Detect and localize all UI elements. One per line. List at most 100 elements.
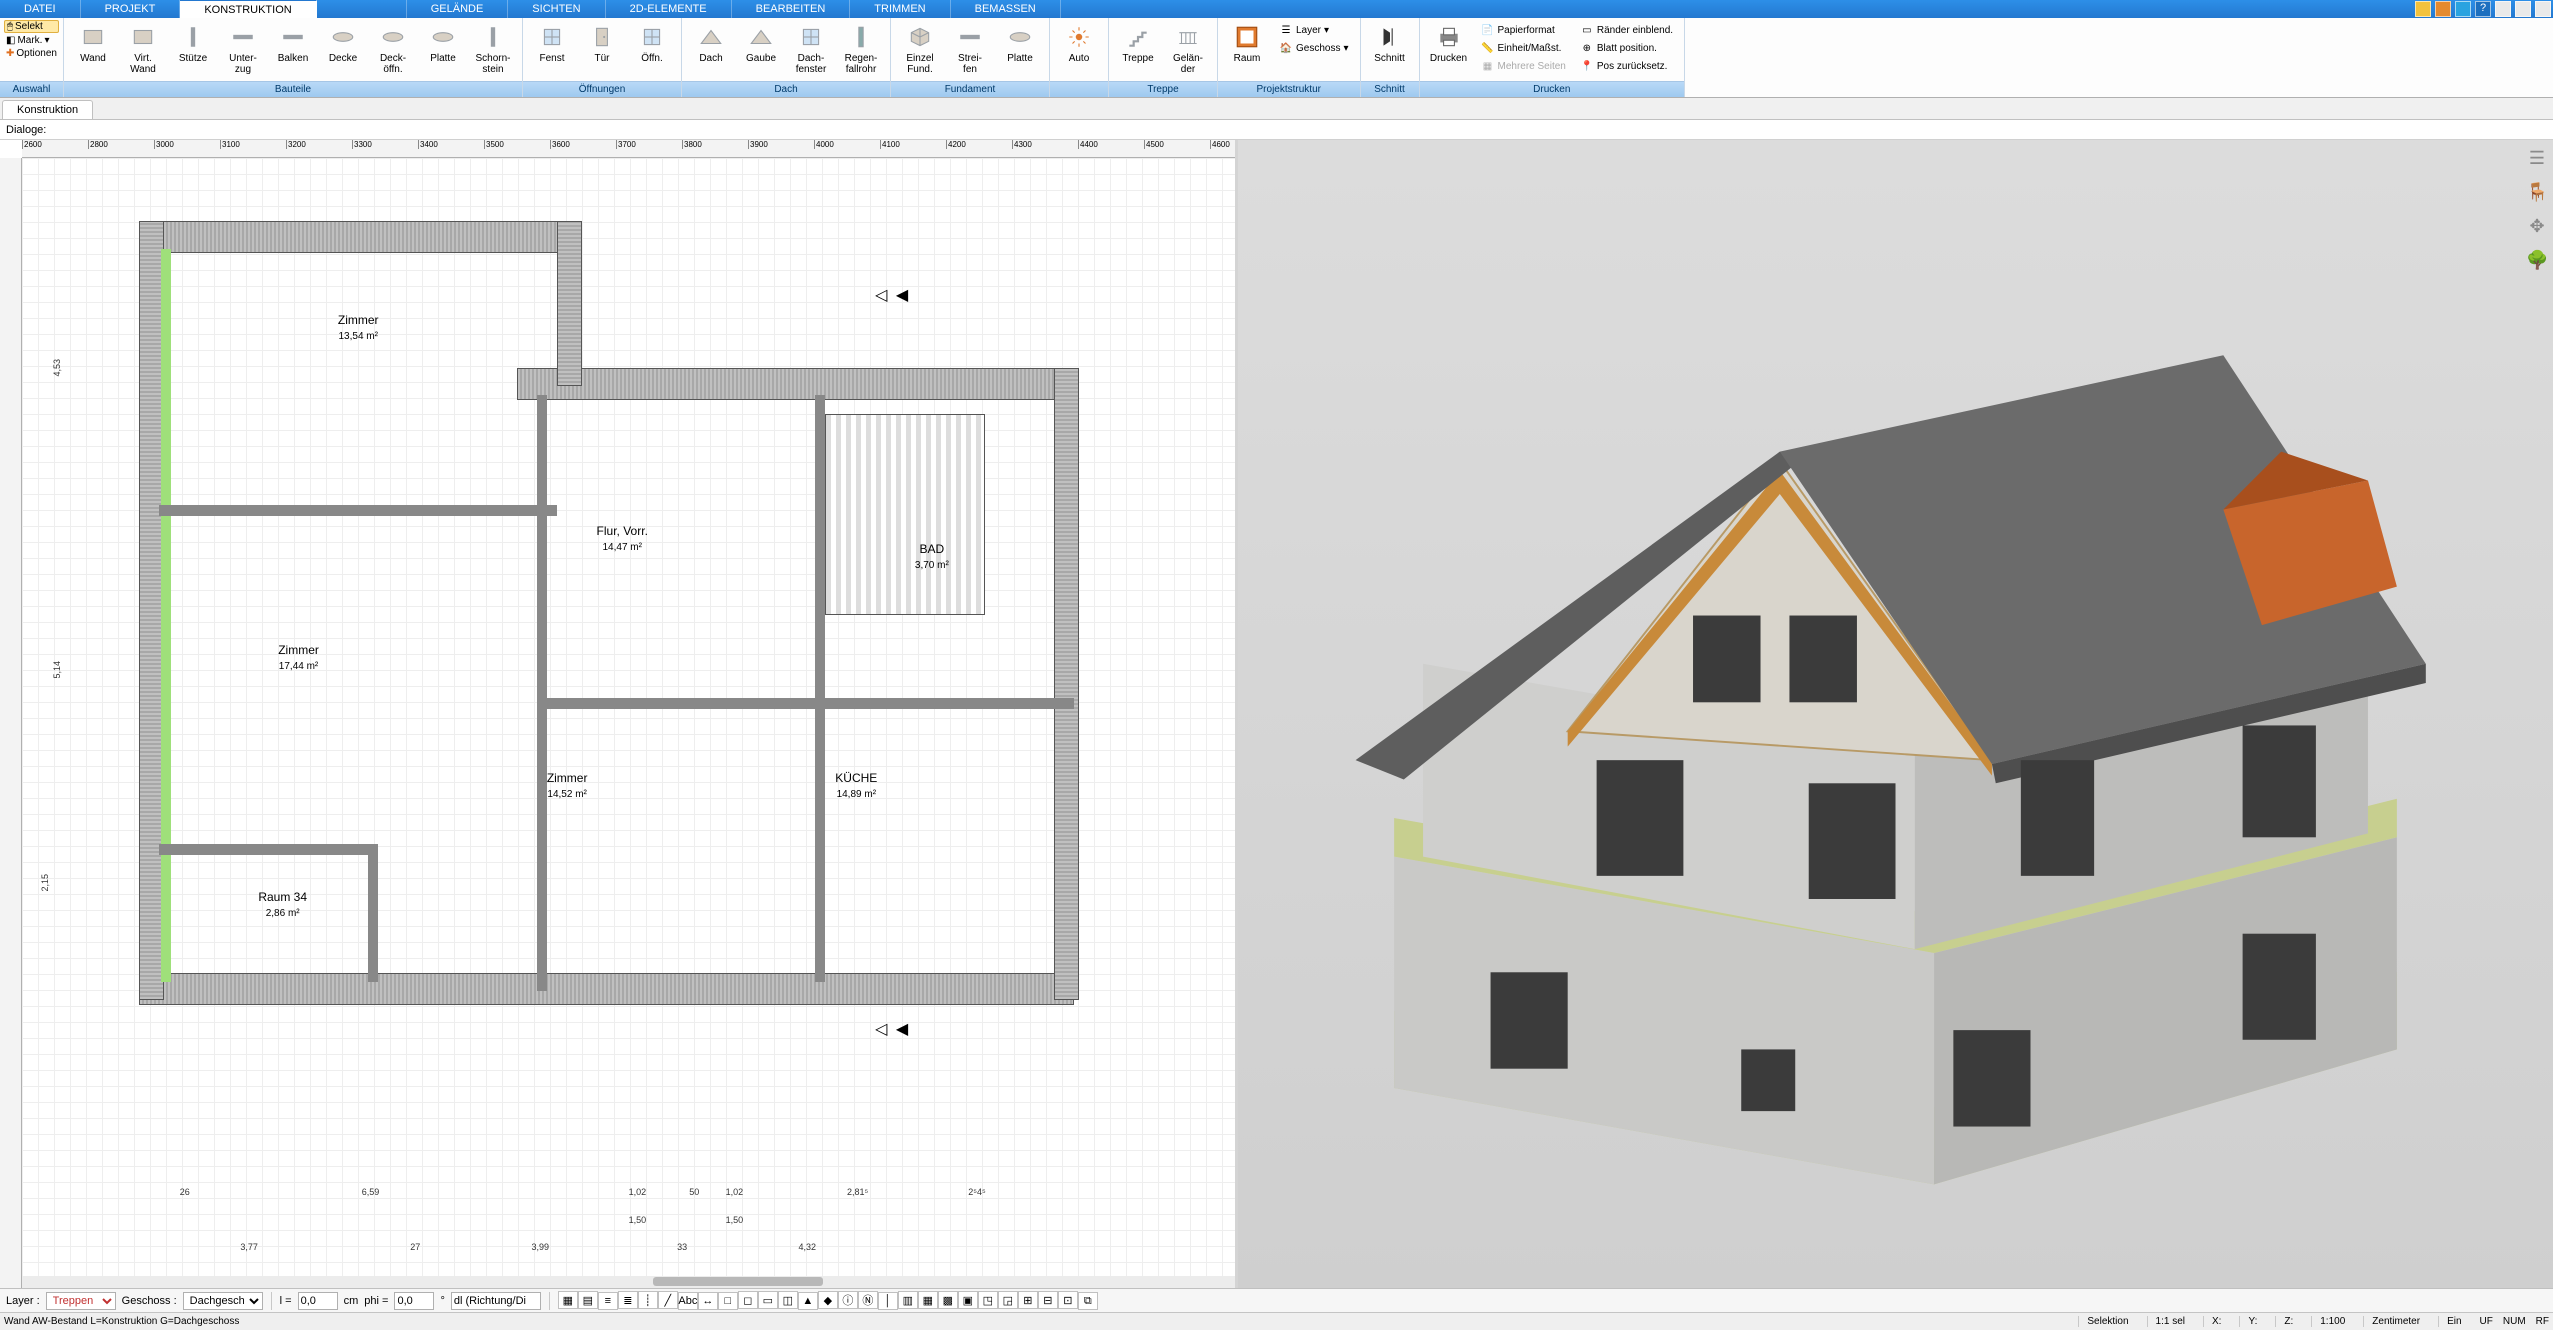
blatt-pos-button[interactable]: ⊕Blatt position. <box>1577 40 1676 56</box>
bottom-tool-23[interactable]: ⊞ <box>1018 1291 1038 1309</box>
status-selektion: Selektion <box>2078 1316 2136 1327</box>
drucken-button[interactable]: Drucken <box>1424 20 1474 67</box>
bottom-tool-21[interactable]: ◳ <box>978 1291 998 1309</box>
bottom-tool-10[interactable]: ▭ <box>758 1291 778 1309</box>
tab-konstruktion[interactable]: KONSTRUKTION <box>180 0 316 18</box>
bottom-tool-25[interactable]: ⊡ <box>1058 1291 1078 1309</box>
einzel-fund--button[interactable]: EinzelFund. <box>895 20 945 78</box>
dl-input[interactable] <box>451 1292 541 1310</box>
st-tze-button[interactable]: Stütze <box>168 20 218 67</box>
geschoss-select[interactable]: Dachgesch <box>183 1292 263 1310</box>
optionen-button[interactable]: ✚ Optionen <box>4 48 59 59</box>
bottom-tool-24[interactable]: ⊟ <box>1038 1291 1058 1309</box>
l-input[interactable] <box>298 1292 338 1310</box>
bottom-tool-19[interactable]: ▩ <box>938 1291 958 1309</box>
t-r-button[interactable]: Tür <box>577 20 627 67</box>
bottom-tool-3[interactable]: ≣ <box>618 1291 638 1309</box>
pos-reset-button[interactable]: 📍Pos zurücksetz. <box>1577 58 1676 74</box>
navigate-icon[interactable]: ✥ <box>2526 216 2548 238</box>
deck-ffn--button[interactable]: Deck-öffn. <box>368 20 418 78</box>
raum-button[interactable]: Raum <box>1222 20 1272 67</box>
group-drucken: Drucken 📄Papierformat 📏Einheit/Maßst. ▦M… <box>1420 18 1686 97</box>
layer-select[interactable]: Treppen <box>46 1292 116 1310</box>
layer-dropdown[interactable]: ☰Layer ▾ <box>1276 22 1352 38</box>
unter-zug-button[interactable]: Unter-zug <box>218 20 268 78</box>
schnitt-button[interactable]: Schnitt <box>1365 20 1415 67</box>
balken-button[interactable]: Balken <box>268 20 318 67</box>
platte-button[interactable]: Platte <box>418 20 468 67</box>
titlebar-icon-3[interactable] <box>2455 1 2471 17</box>
tab-blank[interactable] <box>317 0 407 18</box>
bottom-tool-6[interactable]: Abc <box>678 1292 698 1310</box>
titlebar-icon-1[interactable] <box>2415 1 2431 17</box>
bottom-tool-14[interactable]: ⓘ <box>838 1291 858 1309</box>
minimize-icon[interactable] <box>2495 1 2511 17</box>
treppe-button[interactable]: Treppe <box>1113 20 1163 67</box>
close-icon[interactable] <box>2535 1 2551 17</box>
menu-tabs: DATEI PROJEKT KONSTRUKTION GELÄNDE SICHT… <box>0 0 2553 18</box>
platte-button[interactable]: Platte <box>995 20 1045 67</box>
pane-2d[interactable]: 2600280030003100320033003400350036003700… <box>0 140 1238 1288</box>
wand-button[interactable]: Wand <box>68 20 118 67</box>
selekt-button[interactable]: 🖱 Selekt <box>4 20 59 33</box>
tab-trimmen[interactable]: TRIMMEN <box>850 0 950 18</box>
bottom-tool-16[interactable]: │ <box>878 1292 898 1310</box>
help-icon[interactable]: ? <box>2475 1 2491 17</box>
schorn-stein-button[interactable]: Schorn-stein <box>468 20 518 78</box>
bottom-tool-8[interactable]: □ <box>718 1292 738 1310</box>
tab-2d[interactable]: 2D-ELEMENTE <box>606 0 732 18</box>
bottom-tool-15[interactable]: Ⓝ <box>858 1291 878 1309</box>
decke-button[interactable]: Decke <box>318 20 368 67</box>
raender-button[interactable]: ▭Ränder einblend. <box>1577 22 1676 38</box>
tab-projekt[interactable]: PROJEKT <box>81 0 181 18</box>
bottom-tool-12[interactable]: ▲ <box>798 1292 818 1310</box>
subtab-konstruktion[interactable]: Konstruktion <box>2 100 93 119</box>
papierformat-button[interactable]: 📄Papierformat <box>1478 22 1569 38</box>
mehrere-seiten-button[interactable]: ▦Mehrere Seiten <box>1478 58 1569 74</box>
layers-icon[interactable]: ☰ <box>2526 148 2548 170</box>
bottom-tool-18[interactable]: ▦ <box>918 1291 938 1309</box>
-ffn--button[interactable]: Öffn. <box>627 20 677 67</box>
bottom-tool-1[interactable]: ▤ <box>578 1291 598 1309</box>
status-left: Wand AW-Bestand L=Konstruktion G=Dachges… <box>4 1316 239 1327</box>
tab-bemassen[interactable]: BEMASSEN <box>951 0 1061 18</box>
bottom-tool-7[interactable]: ↔ <box>698 1292 718 1310</box>
maximize-icon[interactable] <box>2515 1 2531 17</box>
phi-input[interactable] <box>394 1292 434 1310</box>
tab-gelaende[interactable]: GELÄNDE <box>407 0 509 18</box>
tree-icon[interactable]: 🌳 <box>2526 250 2548 272</box>
pane-3d[interactable]: ☰ 🪑 ✥ 🌳 <box>1238 140 2553 1288</box>
tab-sichten[interactable]: SICHTEN <box>508 0 605 18</box>
geschoss-dropdown[interactable]: 🏠Geschoss ▾ <box>1276 40 1352 56</box>
bottom-tool-26[interactable]: ⧉ <box>1078 1292 1098 1310</box>
bottom-tool-20[interactable]: ▣ <box>958 1291 978 1309</box>
dach-button[interactable]: Dach <box>686 20 736 67</box>
bottom-tool-22[interactable]: ◲ <box>998 1291 1018 1309</box>
auto-button[interactable]: Auto <box>1054 20 1104 67</box>
tab-bearbeiten[interactable]: BEARBEITEN <box>732 0 851 18</box>
bottom-tool-4[interactable]: ┊ <box>638 1291 658 1309</box>
regen-fallrohr-button[interactable]: Regen-fallrohr <box>836 20 886 78</box>
furniture-icon[interactable]: 🪑 <box>2526 182 2548 204</box>
tab-datei[interactable]: DATEI <box>0 0 81 18</box>
group-auswahl: 🖱 Selekt ◧ Mark. ▾ ✚ Optionen Auswahl <box>0 18 64 97</box>
bottom-tool-13[interactable]: ◆ <box>818 1291 838 1309</box>
bottom-tool-2[interactable]: ≡ <box>598 1292 618 1310</box>
einheit-button[interactable]: 📏Einheit/Maßst. <box>1478 40 1569 56</box>
fenst-button[interactable]: Fenst <box>527 20 577 67</box>
gel-n-der-button[interactable]: Gelän-der <box>1163 20 1213 78</box>
virt-wand-button[interactable]: Virt.Wand <box>118 20 168 78</box>
mark-button[interactable]: ◧ Mark. ▾ <box>4 35 59 46</box>
bottom-tool-0[interactable]: ▦ <box>558 1291 578 1309</box>
bottom-tool-17[interactable]: ▥ <box>898 1291 918 1309</box>
gaube-button[interactable]: Gaube <box>736 20 786 67</box>
dach-fenster-button[interactable]: Dach-fenster <box>786 20 836 78</box>
bottom-tool-11[interactable]: ◫ <box>778 1291 798 1309</box>
bottom-tool-9[interactable]: ◻ <box>738 1291 758 1309</box>
strei-fen-button[interactable]: Strei-fen <box>945 20 995 78</box>
titlebar-icon-2[interactable] <box>2435 1 2451 17</box>
scrollbar-h[interactable] <box>22 1276 1235 1288</box>
plan-canvas[interactable]: Zimmer13,54 m² Flur, Vorr.14,47 m² BAD3,… <box>22 158 1235 1276</box>
bottom-tool-5[interactable]: ╱ <box>658 1291 678 1309</box>
group-schnitt: Schnitt Schnitt <box>1361 18 1420 97</box>
